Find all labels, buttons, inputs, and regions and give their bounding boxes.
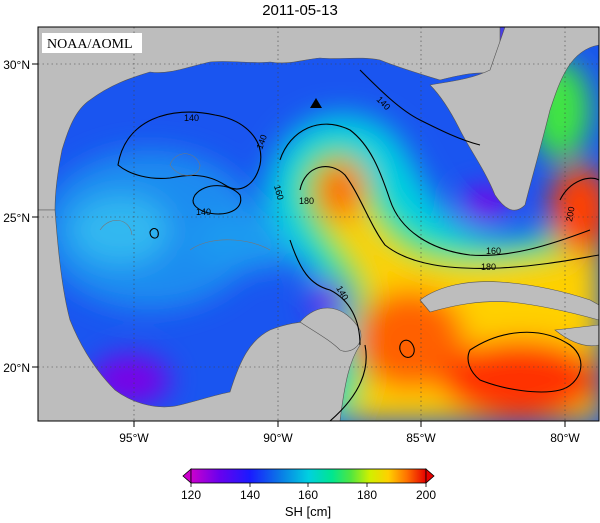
contour-label: 180: [481, 262, 496, 272]
colorbar-low-arrow: [182, 468, 192, 484]
colorbar-tick-label: 140: [240, 488, 260, 502]
colorbar-tick-label: 120: [181, 488, 201, 502]
contour-label: 160: [486, 246, 501, 256]
colorbar-label: SH [cm]: [285, 504, 331, 519]
map-frame: [37, 26, 600, 422]
credit-label: NOAA/AOML: [47, 37, 133, 52]
triangle-marker: [310, 98, 322, 108]
colorbar-tick-label: 180: [357, 488, 377, 502]
lon-tick-label: 80°W: [550, 431, 580, 445]
colorbar-tick-label: 160: [298, 488, 318, 502]
lon-tick-label: 85°W: [406, 431, 436, 445]
colorbar: 120 140 160 180 200 SH [cm]: [181, 468, 436, 519]
contour-label: 140: [184, 113, 199, 123]
axis-ticks: [32, 63, 566, 427]
colorbar-high-arrow: [425, 468, 435, 484]
contour-label: 200: [564, 206, 576, 223]
contour-label: 140: [254, 133, 269, 151]
lat-tick-label: 30°N: [3, 58, 30, 72]
contour-label: 180: [299, 196, 314, 206]
contour-label: 140: [196, 207, 211, 217]
lat-tick-label: 20°N: [3, 361, 30, 375]
contour-lines: [117, 69, 599, 421]
credit-box: [42, 33, 142, 53]
colorbar-gradient: [190, 468, 427, 484]
map-title: 2011-05-13: [262, 2, 338, 19]
contour-label: 160: [272, 184, 286, 201]
map-grid: [38, 27, 599, 421]
lat-tick-label: 25°N: [3, 211, 30, 225]
lon-tick-label: 95°W: [119, 431, 149, 445]
colorbar-tick-label: 200: [416, 488, 436, 502]
lon-tick-label: 90°W: [263, 431, 293, 445]
sea-height-field: 140 140 140 160 180 160 180 200 140 140: [38, 27, 599, 421]
